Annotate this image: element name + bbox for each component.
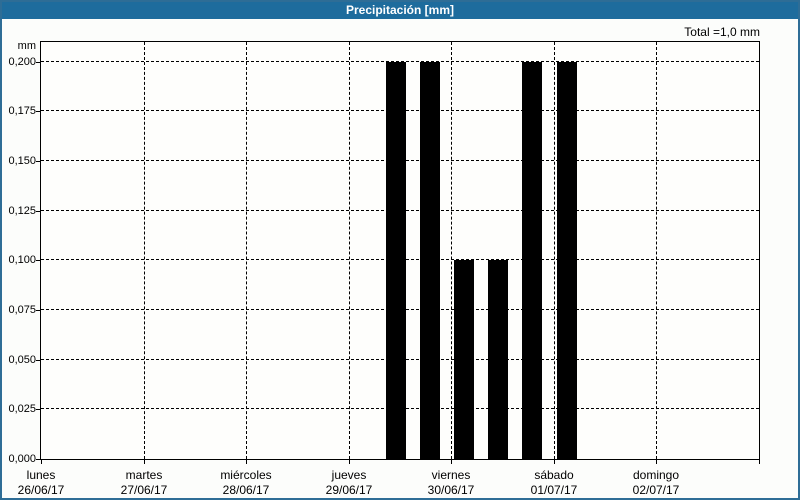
day-date: 29/06/17 xyxy=(325,483,373,497)
day-date: 01/07/17 xyxy=(530,483,578,497)
x-tick-mark xyxy=(41,460,42,464)
y-tick-mark xyxy=(36,260,40,261)
x-day-label: domingo 02/07/17 xyxy=(611,468,701,498)
x-day-label: martes 27/06/17 xyxy=(99,468,189,498)
y-tick-mark xyxy=(36,310,40,311)
precipitation-bar xyxy=(522,62,542,459)
day-name: viernes xyxy=(431,468,471,482)
y-tick-label: 0,075 xyxy=(8,304,36,316)
plot-area xyxy=(40,41,760,460)
y-tick-mark xyxy=(36,62,40,63)
x-day-label: viernes 30/06/17 xyxy=(406,468,496,498)
x-tick-mark xyxy=(246,460,247,464)
precipitation-bar xyxy=(386,62,406,459)
x-day-label: miércoles 28/06/17 xyxy=(201,468,291,498)
y-tick-label: 0,200 xyxy=(8,56,36,68)
day-name: sábado xyxy=(534,468,574,482)
y-tick-mark xyxy=(36,211,40,212)
total-label: Total =1,0 mm xyxy=(684,25,760,39)
v-gridline xyxy=(656,42,657,459)
precipitation-bar xyxy=(557,62,577,459)
y-axis-unit-label: mm xyxy=(17,40,36,52)
day-date: 27/06/17 xyxy=(120,483,168,497)
y-tick-mark xyxy=(36,409,40,410)
y-tick-mark xyxy=(36,459,40,460)
chart-title: Precipitación [mm] xyxy=(345,3,455,17)
x-day-label: lunes 26/06/17 xyxy=(2,468,86,498)
x-tick-mark xyxy=(759,460,760,464)
day-date: 02/07/17 xyxy=(632,483,680,497)
v-gridline xyxy=(451,42,452,459)
day-date: 28/06/17 xyxy=(222,483,270,497)
y-tick-mark xyxy=(36,161,40,162)
x-tick-mark xyxy=(349,460,350,464)
h-gridline xyxy=(41,61,759,62)
day-name: miércoles xyxy=(220,468,272,482)
day-date: 30/06/17 xyxy=(427,483,475,497)
y-tick-label: 0,125 xyxy=(8,205,36,217)
precipitation-bar xyxy=(454,260,474,459)
y-tick-mark xyxy=(36,360,40,361)
precipitation-bar xyxy=(488,260,508,459)
y-tick-label: 0,050 xyxy=(8,354,36,366)
y-tick-label: 0,100 xyxy=(8,254,36,266)
day-name: jueves xyxy=(331,468,367,482)
y-tick-mark xyxy=(36,111,40,112)
x-day-label: jueves 29/06/17 xyxy=(304,468,394,498)
v-gridline xyxy=(349,42,350,459)
y-tick-label: 0,175 xyxy=(8,105,36,117)
precipitation-bar xyxy=(420,62,440,459)
v-gridline xyxy=(246,42,247,459)
y-tick-label: 0,150 xyxy=(8,155,36,167)
v-gridline xyxy=(144,42,145,459)
x-tick-mark xyxy=(451,460,452,464)
day-name: martes xyxy=(125,468,163,482)
chart-title-bar: Precipitación [mm] xyxy=(2,2,798,19)
y-tick-label: 0,025 xyxy=(8,403,36,415)
day-date: 26/06/17 xyxy=(17,483,65,497)
x-tick-mark xyxy=(144,460,145,464)
x-day-label: sábado 01/07/17 xyxy=(509,468,599,498)
x-tick-mark xyxy=(554,460,555,464)
x-tick-mark xyxy=(656,460,657,464)
day-name: domingo xyxy=(632,468,680,482)
v-gridline xyxy=(554,42,555,459)
day-name: lunes xyxy=(26,468,56,482)
y-tick-label: 0,000 xyxy=(8,453,36,465)
